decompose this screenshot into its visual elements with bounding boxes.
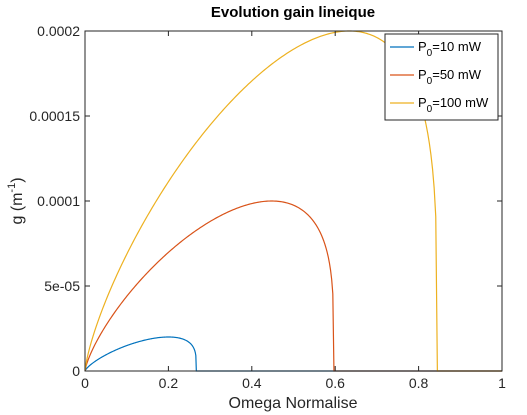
legend-label-rest: =100 mW <box>432 95 489 110</box>
legend-label-sub: 0 <box>427 76 433 87</box>
x-axis-title: Omega Normalise <box>229 395 358 412</box>
y-axis-title-close: ) <box>9 177 26 182</box>
legend-label-sub: 0 <box>427 48 433 59</box>
x-tick-label: 0.4 <box>242 375 262 391</box>
y-axis-title: g (m-1) <box>6 177 26 224</box>
series-line-0 <box>84 336 502 372</box>
legend-label-0: P0=10 mW <box>418 39 482 59</box>
x-tick-label: 0.8 <box>409 375 429 391</box>
legend-box <box>384 33 499 121</box>
y-tick-label: 0.0002 <box>37 23 80 39</box>
legend-label-main: P <box>418 95 427 110</box>
legend-label-rest: =50 mW <box>432 67 481 82</box>
x-tick-label: 1 <box>498 375 506 391</box>
y-axis-title-main: g (m <box>9 193 26 225</box>
legend-label-main: P <box>418 67 427 82</box>
legend-label-1: P0=50 mW <box>418 67 482 87</box>
x-tick-label: 0 <box>81 375 89 391</box>
legend-label-2: P0=100 mW <box>418 95 489 115</box>
tick-layer: 0 0.2 0.4 0.6 0.8 1 0 5e-05 0.0001 0.00015 0.0002 <box>29 23 506 391</box>
x-tick-label: 0.2 <box>159 375 179 391</box>
legend-label-main: P <box>418 39 427 54</box>
y-tick-label: 5e-05 <box>44 278 80 294</box>
series-line-1 <box>84 200 502 372</box>
x-tick-label: 0.6 <box>325 375 345 391</box>
y-tick-label: 0.0001 <box>37 193 80 209</box>
legend-label-sub: 0 <box>427 104 433 115</box>
y-axis-title-sup: -1 <box>6 183 18 193</box>
y-tick-label: 0.00015 <box>29 108 80 124</box>
y-tick-label: 0 <box>72 363 80 379</box>
chart-title: Evolution gain lineique <box>211 4 375 21</box>
series-layer <box>84 30 502 372</box>
series-line-2 <box>84 30 502 372</box>
legend-label-rest: =10 mW <box>432 39 481 54</box>
